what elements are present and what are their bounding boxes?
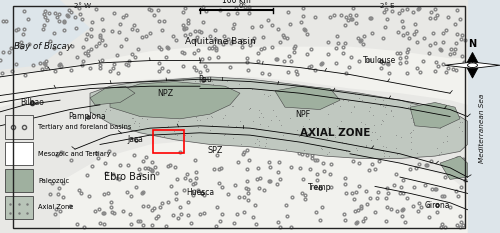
Text: NPZ: NPZ — [157, 89, 173, 98]
Text: NPF: NPF — [295, 110, 310, 119]
Bar — [5, 169, 32, 192]
Text: Tertiary and foreland basins: Tertiary and foreland basins — [38, 124, 132, 130]
Text: Pamplona: Pamplona — [68, 112, 106, 121]
Polygon shape — [466, 65, 479, 78]
Text: Mediterranean Sea: Mediterranean Sea — [480, 93, 486, 163]
Text: Pau: Pau — [198, 75, 212, 84]
Text: Jaca: Jaca — [127, 135, 143, 144]
Text: Ebro Basin: Ebro Basin — [104, 172, 156, 182]
Polygon shape — [90, 77, 468, 158]
Polygon shape — [445, 62, 472, 69]
Text: 0°: 0° — [238, 3, 246, 9]
Text: SPZ: SPZ — [208, 146, 222, 155]
Bar — [5, 115, 32, 139]
Polygon shape — [90, 86, 135, 105]
Text: 100 km: 100 km — [222, 0, 250, 5]
Polygon shape — [410, 103, 460, 128]
Text: Bilbao: Bilbao — [20, 98, 44, 107]
Bar — [152, 130, 184, 153]
Polygon shape — [110, 82, 240, 119]
Text: Toulouse: Toulouse — [364, 56, 396, 65]
Polygon shape — [60, 140, 468, 233]
Text: Tremp: Tremp — [308, 183, 332, 192]
Text: AXIAL ZONE: AXIAL ZONE — [300, 128, 370, 138]
Polygon shape — [472, 62, 500, 69]
Polygon shape — [466, 52, 479, 65]
Text: Paleozoic: Paleozoic — [38, 178, 70, 184]
Text: Axial Zone: Axial Zone — [38, 204, 74, 210]
Text: 2° W: 2° W — [74, 3, 91, 9]
Text: N: N — [468, 39, 476, 49]
Text: Mesozoic and Tertiary: Mesozoic and Tertiary — [38, 151, 111, 157]
Polygon shape — [0, 0, 90, 70]
Polygon shape — [440, 156, 468, 179]
Polygon shape — [275, 86, 340, 110]
Text: Bay of Biscay: Bay of Biscay — [14, 42, 72, 51]
Text: Girona: Girona — [425, 201, 450, 209]
Polygon shape — [468, 0, 500, 233]
Circle shape — [468, 63, 477, 68]
Text: Huesca: Huesca — [186, 188, 214, 197]
Polygon shape — [0, 47, 468, 107]
Text: Aquitaine Basin: Aquitaine Basin — [184, 38, 256, 46]
Bar — [5, 196, 32, 219]
Text: 43° N: 43° N — [8, 123, 29, 129]
Bar — [5, 142, 32, 165]
Text: 2° E: 2° E — [380, 3, 395, 9]
